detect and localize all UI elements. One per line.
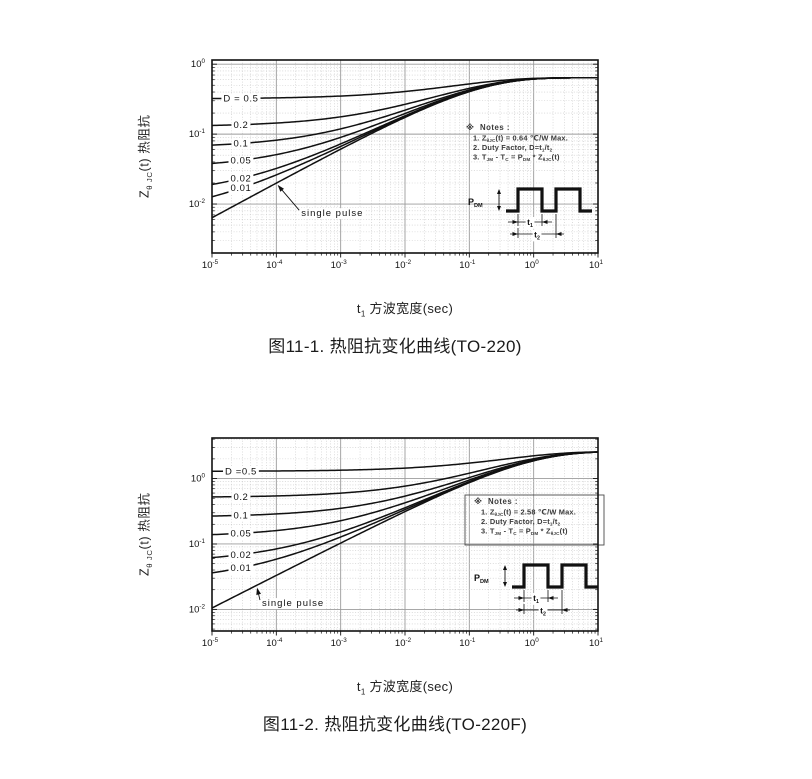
- svg-text:10-1: 10-1: [459, 637, 476, 649]
- svg-text:101: 101: [589, 637, 604, 649]
- svg-text:※: ※: [474, 496, 482, 506]
- y-axis-label-text: Zθ JC(t) 热阻抗: [137, 492, 155, 576]
- svg-text:100: 100: [525, 637, 540, 649]
- svg-text:100: 100: [525, 259, 540, 271]
- y-axis-label-to220f: Zθ JC(t) 热阻抗: [130, 436, 158, 632]
- svg-text:10-1: 10-1: [189, 128, 206, 140]
- svg-text:10-2: 10-2: [395, 637, 412, 649]
- thermal-impedance-chart-to220f: D =0.5 0.2 0.1 0.05 0.02 0.01 single pulse ※ Not…: [189, 437, 605, 649]
- curve-labels: D =0.5 0.2 0.1 0.05 0.02 0.01 single pulse: [223, 466, 327, 610]
- svg-text:t2​: t2​: [540, 606, 546, 618]
- svg-text:single pulse: single pulse: [262, 598, 324, 609]
- pulse-waveform-diagram: PDM​ t1​t2​: [468, 187, 592, 242]
- svg-text:0.1: 0.1: [233, 511, 248, 522]
- svg-text:10-3: 10-3: [331, 637, 348, 649]
- svg-text:0.01: 0.01: [231, 183, 252, 194]
- svg-text:0.02: 0.02: [231, 174, 252, 185]
- svg-text:0.2: 0.2: [233, 492, 248, 503]
- x-axis-label-text: t1 方波宽度(sec): [356, 301, 454, 319]
- svg-text:2. Duty Factor, D=t1​/t2​: 2. Duty Factor, D=t1​/t2​: [481, 517, 561, 527]
- pulse-waveform-diagram: PDM​ t1​t2​: [474, 563, 598, 618]
- grid: [212, 438, 598, 631]
- y-axis-label-to220: Zθ JC(t) 热阻抗: [130, 58, 158, 254]
- x-axis-label-text: t1 方波宽度(sec): [356, 679, 454, 697]
- svg-text:100: 100: [191, 473, 206, 485]
- y-axis-label-text: Zθ JC(t) 热阻抗: [137, 114, 155, 198]
- svg-text:0.2: 0.2: [233, 120, 248, 131]
- svg-text:0.1: 0.1: [233, 139, 248, 150]
- svg-text:※: ※: [466, 122, 474, 132]
- svg-text:10-5: 10-5: [202, 637, 219, 649]
- svg-text:1. ZθJC​(t) = 2.58 ℃/W Max.: 1. ZθJC​(t) = 2.58 ℃/W Max.: [481, 508, 576, 518]
- svg-text:PDM​: PDM​: [474, 573, 489, 585]
- svg-text:10-1: 10-1: [459, 259, 476, 271]
- svg-text:0.02: 0.02: [231, 550, 252, 561]
- svg-text:10-4: 10-4: [266, 637, 283, 649]
- axes: [211, 437, 599, 636]
- svg-text:Notes :: Notes :: [480, 123, 510, 132]
- svg-text:3. TJM​ - TC​ = PDM​ * ZθJC​(t: 3. TJM​ - TC​ = PDM​ * ZθJC​(t): [481, 527, 568, 537]
- svg-text:t1​: t1​: [527, 217, 533, 229]
- notes: ※ Notes : 1. ZθJC​(t) = 2.58 ℃/W Max.2. Du…: [464, 494, 605, 546]
- svg-text:100: 100: [191, 58, 206, 70]
- impedance-curves: [212, 451, 598, 609]
- figure-thermal-impedance-to220f: D =0.5 0.2 0.1 0.05 0.02 0.01 single pulse ※ Not…: [130, 416, 650, 734]
- tick-labels: 10-5 10-4 10-3 10-2 10-1 100 101 100 10-1 10-2: [189, 473, 604, 649]
- svg-text:t1​: t1​: [533, 593, 539, 605]
- svg-text:D =0.5: D =0.5: [225, 466, 257, 477]
- svg-text:10-2: 10-2: [189, 198, 206, 210]
- svg-text:10-3: 10-3: [331, 259, 348, 271]
- svg-text:10-2: 10-2: [395, 259, 412, 271]
- svg-text:10-1: 10-1: [189, 538, 206, 550]
- x-axis-label-to220: t1 方波宽度(sec): [212, 298, 598, 319]
- curve-labels: D = 0.5 0.2 0.1 0.05 0.020.01 single pulse: [221, 93, 366, 220]
- svg-text:t2​: t2​: [534, 230, 540, 242]
- svg-text:single pulse: single pulse: [301, 208, 363, 219]
- figure-caption-to220: 图11-1. 热阻抗变化曲线(TO-220): [268, 337, 522, 356]
- svg-text:0.05: 0.05: [231, 528, 252, 539]
- thermal-impedance-chart-to220: D = 0.5 0.2 0.1 0.05 0.020.01 single pulse ※ No…: [189, 58, 604, 271]
- svg-text:2. Duty Factor, D=t1​/t2​: 2. Duty Factor, D=t1​/t2​: [473, 143, 553, 153]
- tick-labels: 10-5 10-4 10-3 10-2 10-1 100 101 100 10-1 10-2: [189, 58, 604, 271]
- svg-text:10-4: 10-4: [266, 259, 283, 271]
- svg-text:0.01: 0.01: [231, 563, 252, 574]
- axes: [211, 59, 599, 258]
- svg-text:3. TJM​ - TC​ = PDM​ * ZθJC​(t: 3. TJM​ - TC​ = PDM​ * ZθJC​(t): [473, 153, 560, 163]
- figure-thermal-impedance-to220: D = 0.5 0.2 0.1 0.05 0.02 0.01 single pulse ※ No…: [130, 38, 650, 356]
- impedance-curves: [212, 77, 598, 219]
- svg-text:PDM​: PDM​: [468, 197, 483, 209]
- svg-text:101: 101: [589, 259, 604, 271]
- figure-caption-to220f: 图11-2. 热阻抗变化曲线(TO-220F): [262, 715, 528, 734]
- svg-text:0.05: 0.05: [231, 156, 252, 167]
- svg-text:Notes :: Notes :: [488, 497, 518, 506]
- grid: [212, 60, 598, 254]
- svg-text:D = 0.5: D = 0.5: [223, 93, 258, 104]
- svg-text:10-5: 10-5: [202, 259, 219, 271]
- x-axis-label-to220f: t1 方波宽度(sec): [212, 676, 598, 697]
- notes: ※ Notes : 1. ZθJC​(t) = 0.64 ℃/W Max.2. Du…: [466, 122, 568, 162]
- svg-text:10-2: 10-2: [189, 603, 206, 615]
- svg-text:1. ZθJC​(t) = 0.64 ℃/W Max.: 1. ZθJC​(t) = 0.64 ℃/W Max.: [473, 134, 568, 144]
